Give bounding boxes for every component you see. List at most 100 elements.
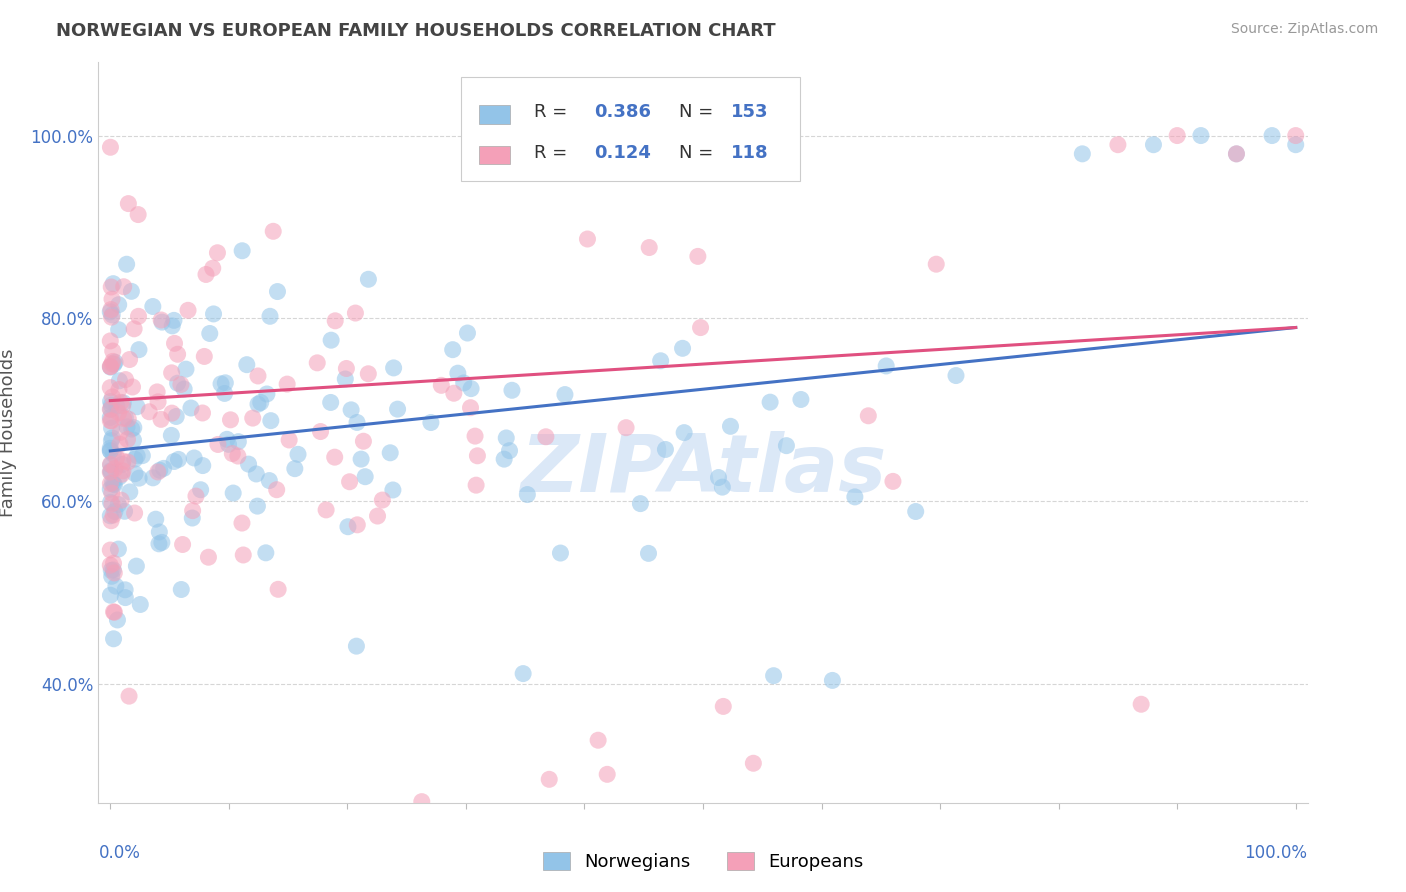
Point (150, 535, 173, 549)
Point (673, 425, 696, 440)
Point (1166, 128, 1188, 143)
Point (344, 306, 367, 320)
Point (352, 434, 374, 449)
Point (160, 318, 183, 333)
Legend: Norwegians, Europeans: Norwegians, Europeans (536, 845, 870, 879)
Text: R =: R = (534, 144, 572, 161)
Point (221, 446, 243, 460)
Point (103, 477, 125, 491)
Point (103, 563, 125, 577)
Point (98, 359, 121, 374)
Point (430, 378, 453, 392)
Point (101, 497, 124, 511)
Point (197, 550, 219, 565)
Point (586, 733, 609, 747)
Point (118, 352, 141, 367)
Point (148, 537, 170, 551)
Point (278, 433, 301, 447)
Point (245, 467, 267, 481)
Point (465, 478, 488, 492)
Point (100, 464, 122, 478)
Point (120, 285, 142, 299)
Point (181, 503, 204, 517)
Point (207, 437, 229, 451)
Point (284, 461, 307, 475)
Point (232, 548, 254, 562)
Point (180, 401, 202, 415)
Point (114, 410, 136, 425)
Point (321, 333, 343, 347)
Point (129, 598, 152, 612)
Point (287, 447, 309, 461)
Point (98, 482, 121, 496)
Point (262, 224, 284, 238)
Point (160, 366, 183, 380)
Point (260, 414, 283, 428)
Point (339, 475, 361, 489)
Point (236, 358, 259, 372)
Point (100, 310, 122, 325)
Point (711, 699, 734, 714)
Point (214, 386, 236, 401)
Point (323, 314, 346, 328)
Point (111, 399, 134, 413)
Point (98, 443, 121, 458)
Point (335, 372, 357, 386)
Point (104, 355, 127, 369)
Point (121, 422, 143, 436)
Point (201, 261, 224, 276)
Point (150, 315, 173, 329)
Point (231, 244, 253, 258)
Point (242, 411, 264, 425)
Point (103, 566, 125, 580)
Point (112, 396, 135, 410)
Point (218, 437, 240, 451)
Point (198, 326, 221, 341)
Point (689, 320, 711, 334)
Point (112, 411, 135, 425)
Point (124, 452, 146, 467)
Text: 153: 153 (731, 103, 768, 121)
Point (1142, 137, 1164, 152)
Point (759, 395, 782, 409)
Point (1066, 805, 1088, 819)
Point (145, 512, 167, 526)
Point (117, 433, 139, 447)
Point (1071, 146, 1094, 161)
Point (125, 559, 148, 574)
Point (101, 344, 124, 359)
Text: Source: ZipAtlas.com: Source: ZipAtlas.com (1230, 22, 1378, 37)
Point (707, 470, 730, 484)
Text: 0.124: 0.124 (595, 144, 651, 161)
Point (100, 402, 122, 417)
Point (115, 257, 138, 271)
Point (259, 310, 281, 324)
Point (1130, 698, 1153, 712)
Point (1107, 137, 1129, 152)
Point (100, 495, 122, 509)
Point (101, 475, 124, 490)
Point (103, 476, 125, 491)
Point (790, 392, 813, 407)
Point (381, 483, 404, 497)
Point (100, 394, 122, 409)
Point (107, 613, 129, 627)
Point (254, 546, 277, 560)
Point (441, 343, 464, 357)
Point (1225, 146, 1247, 161)
Point (128, 343, 150, 357)
Point (266, 285, 288, 299)
Point (163, 336, 186, 351)
Point (110, 395, 132, 409)
Point (340, 402, 363, 417)
Y-axis label: Family Households: Family Households (0, 349, 17, 516)
Point (181, 511, 204, 525)
Point (650, 353, 672, 368)
FancyBboxPatch shape (479, 105, 509, 123)
Point (538, 772, 561, 787)
Point (256, 387, 278, 401)
Point (100, 514, 122, 528)
Point (460, 382, 482, 396)
Point (100, 588, 122, 602)
Point (108, 470, 131, 484)
